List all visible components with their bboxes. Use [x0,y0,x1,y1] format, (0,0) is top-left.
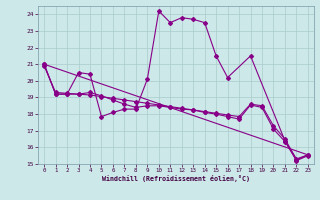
X-axis label: Windchill (Refroidissement éolien,°C): Windchill (Refroidissement éolien,°C) [102,175,250,182]
